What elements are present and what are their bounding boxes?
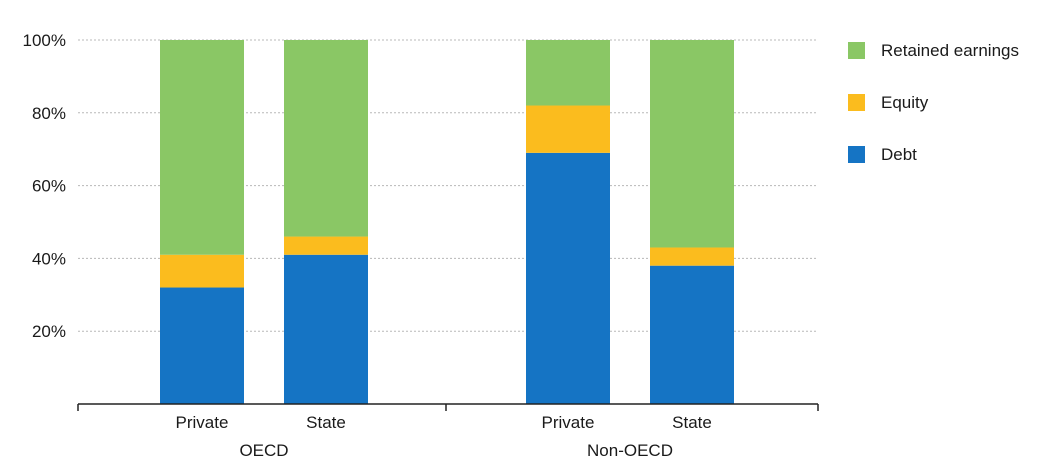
legend-swatch xyxy=(848,94,865,111)
category-label: Private xyxy=(176,413,229,432)
legend-item: Debt xyxy=(848,145,917,164)
group-label: Non-OECD xyxy=(587,441,673,460)
bar-debt xyxy=(284,254,368,404)
legend-swatch xyxy=(848,42,865,59)
y-axis-ticks: 20% 40% 60% 80% 100% xyxy=(23,31,66,341)
group-label: OECD xyxy=(239,441,288,460)
x-axis xyxy=(77,403,819,411)
bar-equity xyxy=(650,247,734,266)
category-label: State xyxy=(306,413,346,432)
legend: Retained earnings Equity Debt xyxy=(848,41,1019,164)
y-tick-label: 80% xyxy=(32,104,66,123)
bar-equity xyxy=(284,236,368,255)
bar-retained-earnings xyxy=(526,40,610,106)
legend-label: Equity xyxy=(881,93,929,112)
category-label: State xyxy=(672,413,712,432)
legend-label: Debt xyxy=(881,145,917,164)
category-labels: Private State Private State xyxy=(176,413,712,432)
bar-retained-earnings xyxy=(160,40,244,255)
legend-item: Retained earnings xyxy=(848,41,1019,60)
legend-swatch xyxy=(848,146,865,163)
y-tick-label: 40% xyxy=(32,249,66,268)
y-tick-label: 60% xyxy=(32,177,66,196)
bar-debt xyxy=(526,152,610,404)
y-tick-label: 100% xyxy=(23,31,66,50)
bar-retained-earnings xyxy=(284,40,368,237)
bar-debt xyxy=(650,265,734,404)
bars xyxy=(160,40,734,404)
category-label: Private xyxy=(542,413,595,432)
bar-retained-earnings xyxy=(650,40,734,248)
legend-label: Retained earnings xyxy=(881,41,1019,60)
y-tick-label: 20% xyxy=(32,322,66,341)
bar-debt xyxy=(160,287,244,404)
bar-equity xyxy=(160,254,244,288)
legend-item: Equity xyxy=(848,93,929,112)
bar-equity xyxy=(526,105,610,153)
group-labels: OECD Non-OECD xyxy=(239,441,673,460)
